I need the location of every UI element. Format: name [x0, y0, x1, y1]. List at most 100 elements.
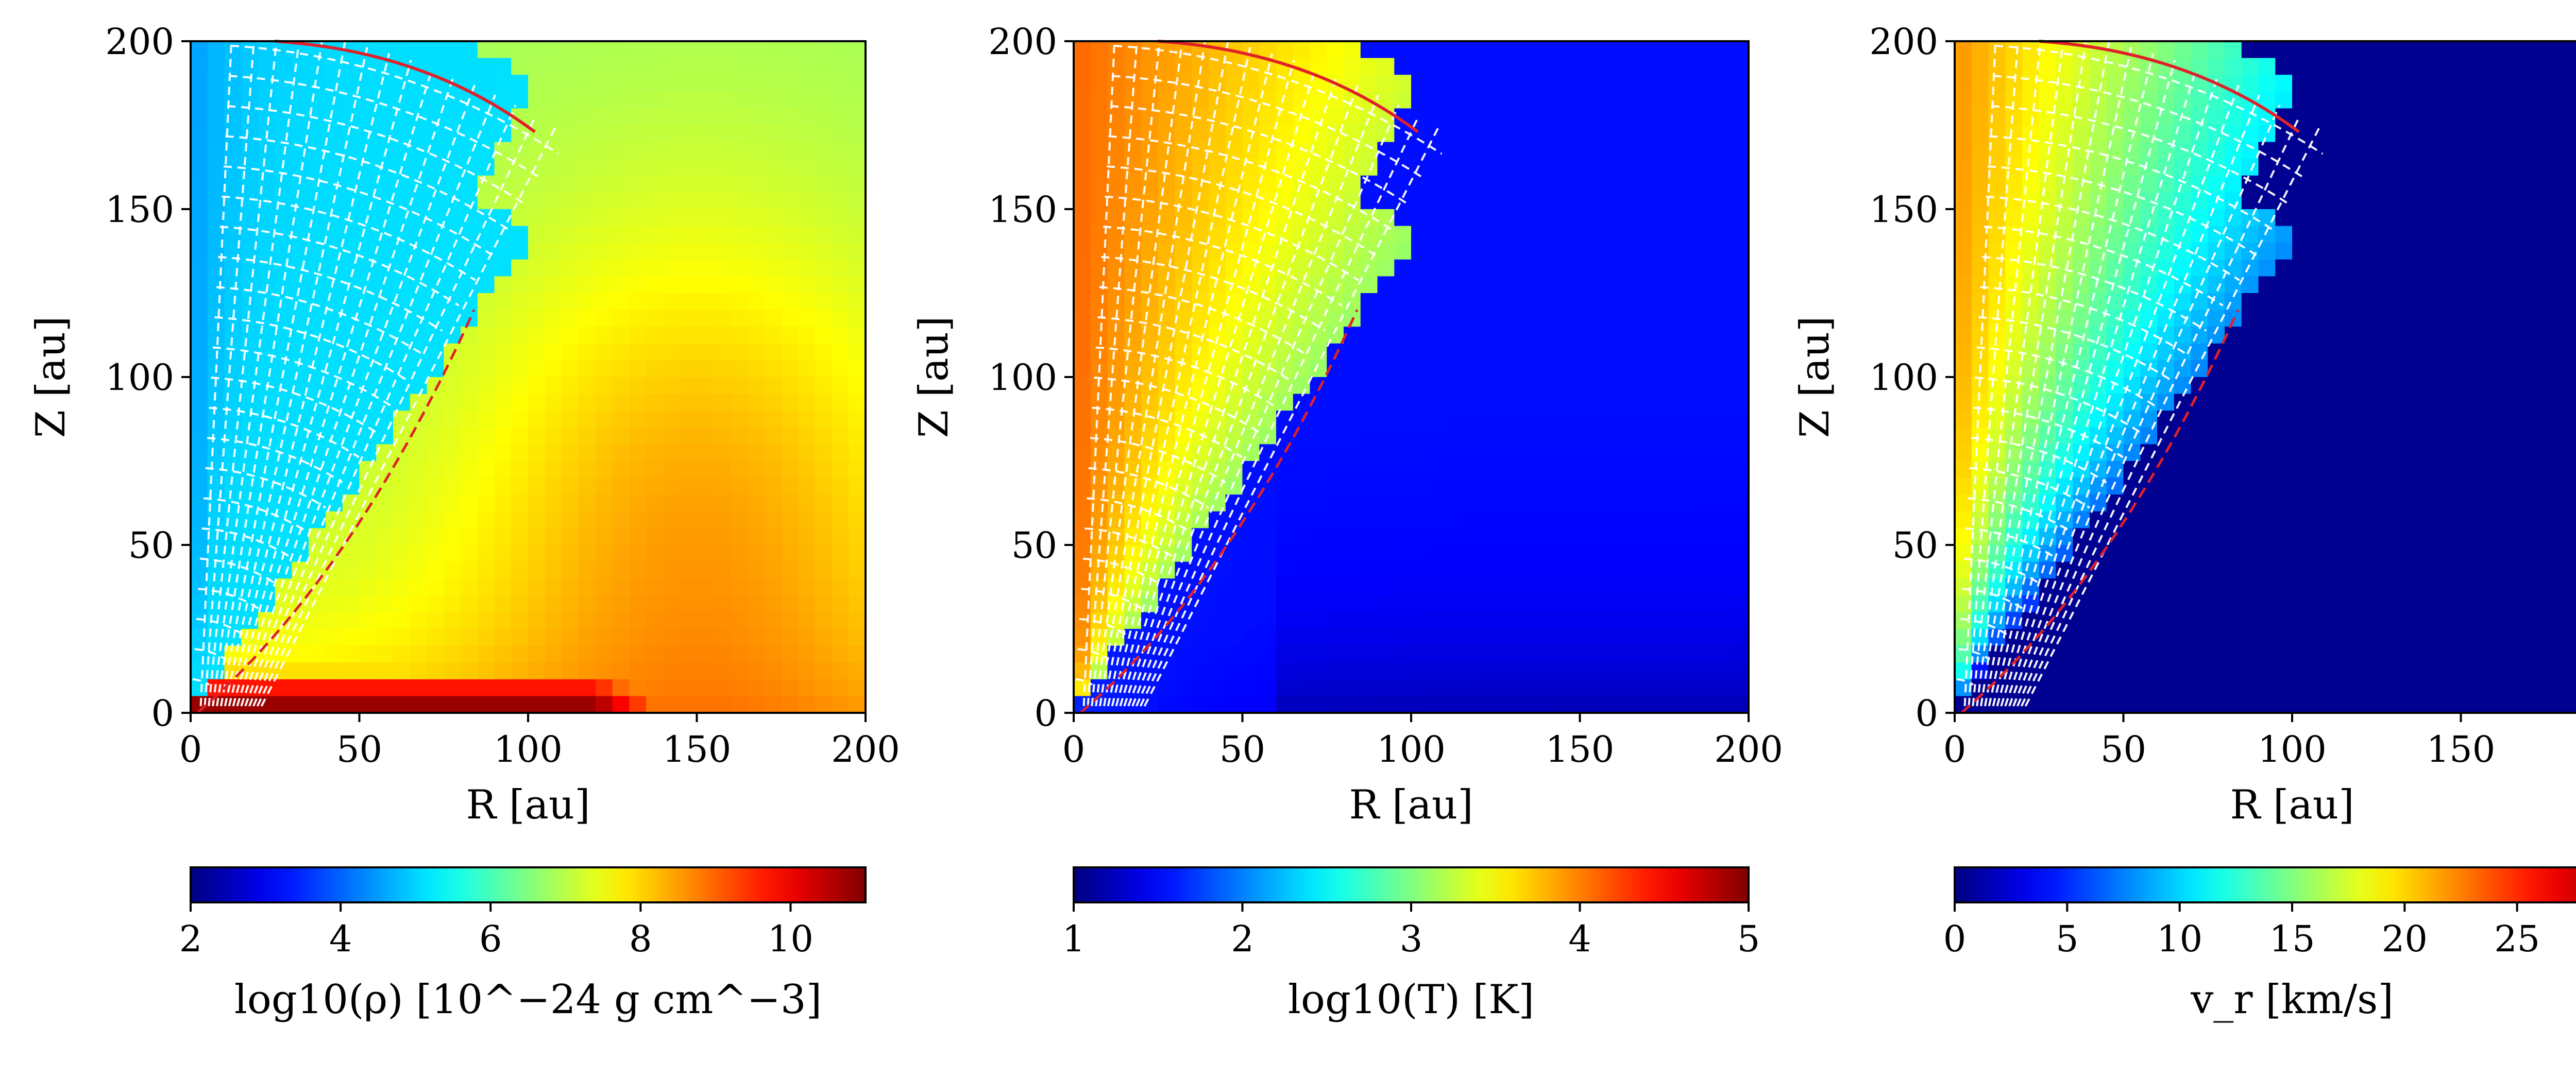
- heatmap-cell: [1955, 343, 1972, 361]
- heatmap-cell: [494, 243, 512, 260]
- heatmap-cell: [1698, 595, 1716, 613]
- colorbar-tick-label: 10: [768, 918, 814, 960]
- heatmap-cell: [359, 293, 377, 311]
- heatmap-cell: [2258, 377, 2276, 395]
- heatmap-cell: [1377, 276, 1395, 294]
- heatmap-cell: [2562, 477, 2576, 495]
- heatmap-cell: [191, 226, 208, 243]
- heatmap-cell: [1614, 561, 1631, 579]
- heatmap-cell: [2562, 612, 2576, 629]
- heatmap-cell: [1310, 595, 1327, 613]
- heatmap-cell: [2562, 679, 2576, 697]
- heatmap-cell: [2208, 545, 2225, 562]
- colorbar-tick-label: 4: [1568, 918, 1591, 960]
- heatmap-cell: [781, 91, 799, 109]
- heatmap-cell: [1546, 444, 1564, 461]
- heatmap-cell: [2528, 561, 2546, 579]
- heatmap-cell: [680, 394, 698, 411]
- heatmap-cell: [562, 578, 579, 596]
- heatmap-cell: [714, 142, 731, 159]
- heatmap-cell: [697, 91, 714, 109]
- heatmap-cell: [2376, 41, 2394, 59]
- heatmap-cell: [1445, 427, 1462, 445]
- heatmap-cell: [2326, 561, 2343, 579]
- heatmap-cell: [461, 58, 478, 75]
- heatmap-cell: [2410, 477, 2428, 495]
- heatmap-cell: [1074, 108, 1091, 126]
- heatmap-cell: [663, 75, 681, 92]
- heatmap-cell: [714, 477, 731, 495]
- heatmap-cell: [1955, 511, 1972, 529]
- heatmap-cell: [1107, 343, 1125, 361]
- heatmap-cell: [2309, 310, 2327, 327]
- heatmap-cell: [2410, 645, 2428, 663]
- heatmap-cell: [477, 192, 495, 210]
- heatmap-cell: [2427, 629, 2445, 646]
- heatmap-cell: [663, 259, 681, 277]
- heatmap-cell: [1495, 494, 1513, 512]
- heatmap-cell: [764, 645, 782, 663]
- heatmap-cell: [1310, 494, 1327, 512]
- heatmap-cell: [731, 645, 748, 663]
- heatmap-cell: [2545, 377, 2563, 395]
- heatmap-cell: [1293, 595, 1311, 613]
- heatmap-cell: [764, 75, 782, 92]
- heatmap-cell: [1512, 91, 1530, 109]
- heatmap-cell: [2427, 125, 2445, 143]
- heatmap-cell: [1580, 394, 1597, 411]
- heatmap-cell: [292, 91, 309, 109]
- heatmap-cell: [477, 696, 495, 713]
- heatmap-cell: [2157, 91, 2175, 109]
- heatmap-cell: [494, 293, 512, 311]
- heatmap-cell: [410, 696, 428, 713]
- heatmap-cell: [2562, 91, 2576, 109]
- heatmap-cell: [747, 528, 765, 545]
- heatmap-cell: [2326, 192, 2343, 210]
- heatmap-cell: [2174, 528, 2192, 545]
- heatmap-cell: [596, 595, 613, 613]
- heatmap-cell: [1445, 276, 1462, 294]
- heatmap-cell: [1614, 629, 1631, 646]
- heatmap-cell: [191, 343, 208, 361]
- heatmap-cell: [697, 394, 714, 411]
- heatmap-cell: [2208, 511, 2225, 529]
- heatmap-cell: [1715, 91, 1732, 109]
- heatmap-cell: [1310, 511, 1327, 529]
- heatmap-cell: [680, 561, 698, 579]
- heatmap-cell: [596, 561, 613, 579]
- heatmap-cell: [781, 578, 799, 596]
- heatmap-cell: [1495, 259, 1513, 277]
- heatmap-cell: [612, 595, 630, 613]
- heatmap-cell: [1428, 343, 1446, 361]
- heatmap-cell: [1614, 612, 1631, 629]
- heatmap-cell: [2309, 427, 2327, 445]
- heatmap-cell: [326, 696, 343, 713]
- streamline-arc: [219, 226, 460, 306]
- heatmap-cell: [596, 394, 613, 411]
- streamline-arc: [1088, 467, 1210, 509]
- heatmap-cell: [477, 461, 495, 478]
- heatmap-cell: [1428, 327, 1446, 344]
- heatmap-cell: [1107, 175, 1125, 193]
- heatmap-cell: [1411, 444, 1429, 461]
- heatmap-cell: [1242, 411, 1260, 428]
- heatmap-cell: [1344, 477, 1361, 495]
- heatmap-cell: [2073, 662, 2090, 680]
- heatmap-cell: [832, 377, 849, 395]
- heatmap-cell: [781, 411, 799, 428]
- heatmap-cell: [2444, 511, 2462, 529]
- heatmap-cell: [444, 494, 461, 512]
- heatmap-cell: [2410, 394, 2428, 411]
- heatmap-cell: [2427, 192, 2445, 210]
- heatmap-cell: [1411, 192, 1429, 210]
- heatmap-cell: [680, 360, 698, 378]
- heatmap-cell: [1293, 444, 1311, 461]
- heatmap-cell: [1563, 595, 1581, 613]
- heatmap-cell: [241, 108, 259, 126]
- heatmap-cell: [191, 561, 208, 579]
- heatmap-cell: [1445, 511, 1462, 529]
- heatmap-cell: [1580, 696, 1597, 713]
- streamline: [1963, 41, 1997, 707]
- heatmap-cell: [714, 91, 731, 109]
- heatmap-cell: [1495, 75, 1513, 92]
